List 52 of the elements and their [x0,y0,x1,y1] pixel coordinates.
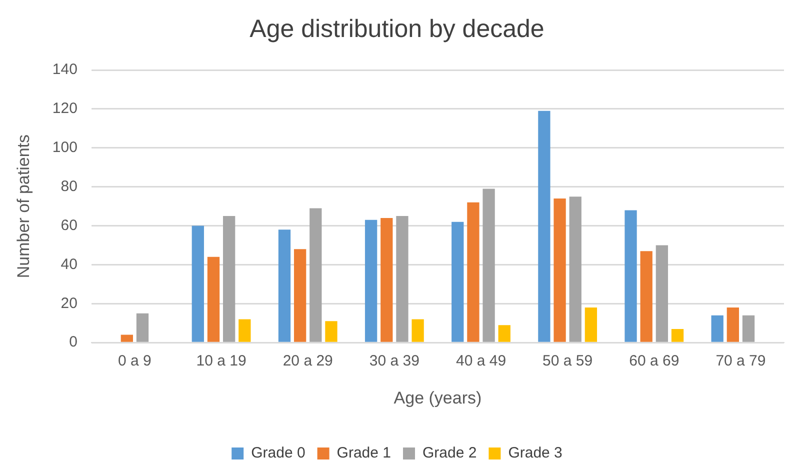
bar [467,202,480,342]
bar [671,328,684,342]
y-tick-label: 0 [69,334,78,351]
bar [742,315,755,342]
x-axis-title: Age (years) [394,388,482,408]
y-tick-label: 20 [60,294,78,312]
x-tick-label: 30 a 39 [369,352,420,370]
bar [396,216,408,342]
bar [223,216,236,342]
bar [538,110,550,342]
bar [711,315,724,342]
bar [278,230,291,342]
bar [207,256,220,342]
legend-label: Grade 1 [336,444,392,462]
bar [554,198,566,342]
bar [569,196,582,342]
bar [412,319,424,342]
x-tick-label: 10 a 19 [196,352,246,370]
y-tick-label: 60 [60,216,78,234]
bar [498,325,510,342]
legend-label: Grade 0 [251,444,306,462]
x-tick-label: 0 a 9 [118,352,152,370]
bar [238,319,251,342]
y-tick-label: 80 [60,178,78,195]
bar [364,220,378,342]
x-tick-label: 40 a 49 [456,352,506,370]
x-tick-label: 70 a 79 [716,352,766,370]
bar [380,218,393,342]
bar [310,208,322,342]
bar [726,308,739,342]
y-tick-label: 100 [52,139,78,156]
legend-label: Grade 3 [508,444,562,462]
y-tick-label: 120 [52,100,78,118]
x-tick-label: 50 a 59 [542,352,593,370]
x-tick-label: 60 a 69 [629,352,680,370]
bar [640,251,652,342]
bar [624,210,637,342]
chart-title: Age distribution by decade [250,14,544,43]
y-tick-label: 40 [60,256,78,273]
y-tick-label: 140 [52,61,78,78]
y-axis-title: Number of patients [14,134,33,278]
bar [294,249,306,342]
bar [120,334,133,342]
bar [192,226,204,342]
bar [584,308,598,342]
bar [325,321,338,342]
bar [656,245,668,342]
bar [136,313,149,342]
bar [452,222,464,342]
legend-label: Grade 2 [422,444,477,462]
x-tick-label: 20 a 29 [282,352,333,370]
bar [482,188,495,342]
